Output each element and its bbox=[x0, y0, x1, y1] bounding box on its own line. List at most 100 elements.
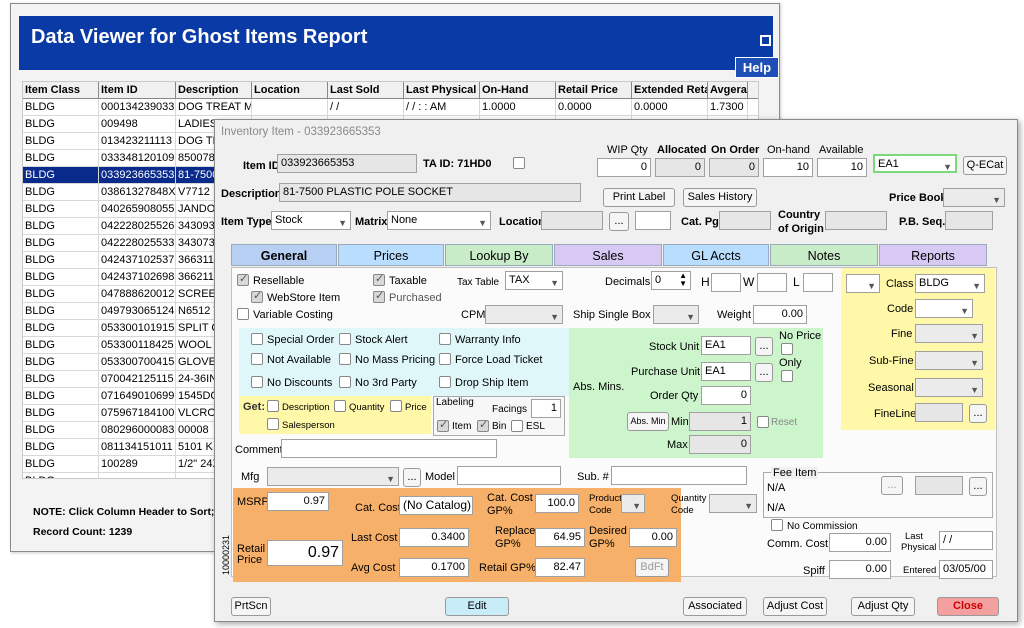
column-header[interactable]: Extended Reta bbox=[634, 82, 708, 98]
column-header[interactable]: Item Class bbox=[23, 82, 99, 98]
price-book-select[interactable]: ▼ bbox=[943, 188, 1005, 207]
tab-gl-accts[interactable]: GL Accts bbox=[663, 244, 769, 266]
special-order-checkbox[interactable] bbox=[251, 333, 263, 345]
comm-cost-field[interactable]: 0.00 bbox=[829, 533, 891, 552]
width-field[interactable] bbox=[757, 273, 787, 292]
only-checkbox[interactable] bbox=[781, 370, 793, 382]
ta-id-checkbox[interactable] bbox=[513, 157, 525, 169]
no-3rd-party-checkbox[interactable] bbox=[339, 376, 351, 388]
item-id-field[interactable]: 033923665353 bbox=[277, 154, 417, 173]
order-qty-field[interactable]: 0 bbox=[701, 386, 751, 405]
max-field[interactable]: 0 bbox=[689, 435, 751, 454]
wip-qty-field[interactable]: 0 bbox=[597, 158, 651, 177]
abs-min-button[interactable]: Abs. Min bbox=[627, 412, 669, 431]
maximize-icon[interactable] bbox=[760, 35, 771, 46]
cpm-select[interactable]: ▼ bbox=[485, 305, 563, 324]
fee-item-browse-button[interactable]: ... bbox=[881, 476, 903, 495]
tab-reports[interactable]: Reports bbox=[879, 244, 987, 266]
stock-unit-field[interactable]: EA1 bbox=[701, 336, 751, 355]
tab-prices[interactable]: Prices bbox=[338, 244, 444, 266]
drop-ship-item-checkbox[interactable] bbox=[439, 376, 451, 388]
label-item-checkbox[interactable] bbox=[437, 418, 449, 432]
edit-button[interactable]: Edit bbox=[445, 597, 509, 616]
stepper-arrows-icon[interactable]: ▲ ▼ bbox=[679, 271, 687, 288]
model-field[interactable] bbox=[457, 466, 561, 485]
purchased-checkbox[interactable] bbox=[373, 289, 385, 303]
label-bin-checkbox[interactable] bbox=[477, 418, 489, 432]
location-browse-button[interactable]: ... bbox=[609, 212, 629, 231]
tab-lookup-by[interactable]: Lookup By bbox=[445, 244, 553, 266]
not-available-checkbox[interactable] bbox=[251, 353, 263, 365]
weight-field[interactable]: 0.00 bbox=[753, 305, 807, 324]
matrix-select[interactable]: None ▼ bbox=[387, 211, 491, 230]
fee-item-extra-button[interactable]: ... bbox=[969, 477, 987, 496]
no-mass-pricing-checkbox[interactable] bbox=[339, 353, 351, 365]
comment-field[interactable] bbox=[281, 439, 497, 458]
quantity-code-select[interactable]: ▼ bbox=[709, 494, 757, 513]
ship-single-select[interactable]: ▼ bbox=[653, 305, 699, 324]
purchase-unit-field[interactable]: EA1 bbox=[701, 362, 751, 381]
associated-button[interactable]: Associated bbox=[683, 597, 747, 616]
column-header[interactable]: Retail Price bbox=[556, 82, 632, 98]
fine-select[interactable]: ▼ bbox=[915, 324, 983, 343]
class-prefix-select[interactable]: ▼ bbox=[846, 274, 880, 293]
item-type-select[interactable]: Stock ▼ bbox=[271, 211, 351, 230]
adjust-cost-button[interactable]: Adjust Cost bbox=[763, 597, 827, 616]
length-field[interactable] bbox=[803, 273, 833, 292]
stock-unit-browse-button[interactable]: ... bbox=[755, 337, 773, 356]
avg-cost-field[interactable]: 0.1700 bbox=[399, 558, 469, 577]
location-field[interactable] bbox=[541, 211, 603, 230]
close-button[interactable]: Close bbox=[937, 597, 999, 616]
resellable-checkbox[interactable] bbox=[237, 272, 249, 286]
no-price-checkbox[interactable] bbox=[781, 343, 793, 355]
webstore-checkbox[interactable] bbox=[251, 289, 263, 303]
height-field[interactable] bbox=[711, 273, 741, 292]
tax-table-select[interactable]: TAX ▼ bbox=[505, 271, 563, 290]
get-salesperson-checkbox[interactable] bbox=[267, 418, 279, 430]
unit-select[interactable]: EA1 ▼ bbox=[873, 154, 957, 173]
spiff-field[interactable]: 0.00 bbox=[829, 560, 891, 579]
column-header[interactable]: Item ID bbox=[99, 82, 176, 98]
get-description-checkbox[interactable] bbox=[267, 400, 279, 412]
label-esl-checkbox[interactable] bbox=[511, 420, 523, 432]
purchase-unit-browse-button[interactable]: ... bbox=[755, 363, 773, 382]
sales-history-button[interactable]: Sales History bbox=[683, 188, 757, 207]
last-cost-field[interactable]: 0.3400 bbox=[399, 528, 469, 547]
min-field[interactable]: 1 bbox=[689, 412, 751, 431]
adjust-qty-button[interactable]: Adjust Qty bbox=[851, 597, 915, 616]
column-header[interactable]: Description bbox=[176, 82, 252, 98]
seasonal-select[interactable]: ▼ bbox=[915, 378, 983, 397]
column-header[interactable]: Avgera bbox=[710, 82, 748, 98]
sub-number-field[interactable] bbox=[611, 466, 747, 485]
reset-checkbox[interactable] bbox=[757, 416, 769, 428]
country-field[interactable] bbox=[825, 211, 887, 230]
get-quantity-checkbox[interactable] bbox=[334, 400, 346, 412]
sub-fine-select[interactable]: ▼ bbox=[915, 351, 983, 370]
column-header[interactable]: Last Sold bbox=[328, 82, 404, 98]
bdft-button[interactable]: BdFt bbox=[635, 558, 669, 577]
column-header[interactable]: Last Physical bbox=[404, 82, 480, 98]
get-price-checkbox[interactable] bbox=[390, 400, 402, 412]
column-header[interactable]: Location bbox=[252, 82, 328, 98]
force-load-ticket-checkbox[interactable] bbox=[439, 353, 451, 365]
q-ecat-button[interactable]: Q-ECat bbox=[963, 156, 1007, 175]
description-field[interactable]: 81-7500 PLASTIC POLE SOCKET bbox=[279, 183, 581, 202]
table-row[interactable]: BLDG 047888620012 SCREEN bbox=[23, 286, 758, 303]
stock-alert-checkbox[interactable] bbox=[339, 333, 351, 345]
table-row[interactable]: BLDG 000134239033 DOG TREAT MI / / / / : : A… bbox=[23, 99, 758, 116]
product-code-select[interactable]: ▼ bbox=[621, 494, 645, 513]
help-button[interactable]: Help bbox=[735, 57, 779, 78]
pb-seq-field[interactable] bbox=[945, 211, 993, 230]
location-extra-field[interactable] bbox=[635, 211, 671, 230]
warranty-info-checkbox[interactable] bbox=[439, 333, 451, 345]
code-select[interactable]: ▼ bbox=[915, 299, 973, 318]
tab-sales[interactable]: Sales bbox=[554, 244, 662, 266]
retail-price-field[interactable]: 0.97 bbox=[267, 540, 343, 566]
prtscn-button[interactable]: PrtScn bbox=[231, 597, 271, 616]
no-commission-checkbox[interactable] bbox=[771, 519, 783, 531]
mfg-browse-button[interactable]: ... bbox=[403, 468, 421, 487]
print-label-button[interactable]: Print Label bbox=[603, 188, 675, 207]
class-select[interactable]: BLDG ▼ bbox=[915, 274, 985, 293]
tab-notes[interactable]: Notes bbox=[770, 244, 878, 266]
no-discounts-checkbox[interactable] bbox=[251, 376, 263, 388]
